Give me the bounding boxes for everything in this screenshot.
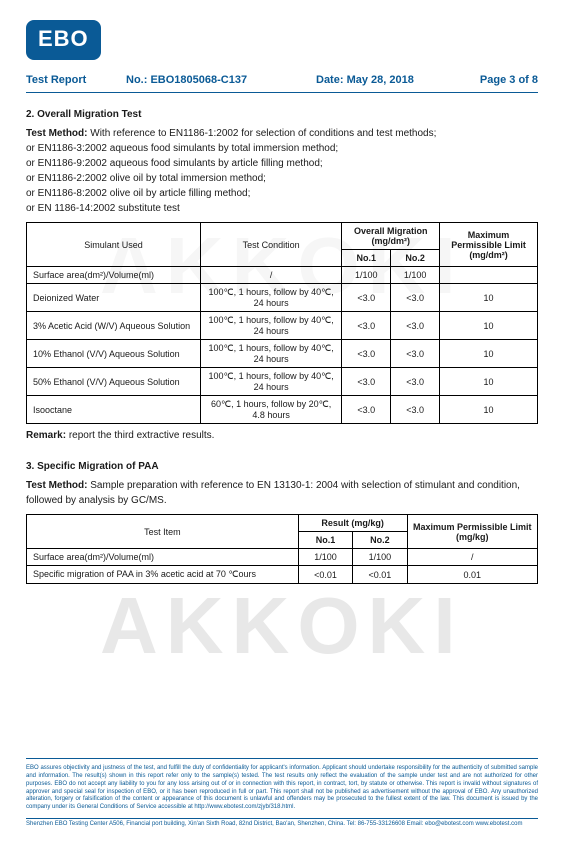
col-result: Result (mg/kg) <box>298 515 407 532</box>
header-date-value: May 28, 2018 <box>347 74 414 86</box>
table-row: Deionized Water 100℃, 1 hours, follow by… <box>27 284 538 312</box>
cell: 1/100 <box>353 549 407 566</box>
remark-label: Remark: <box>26 430 66 441</box>
table-row: Isooctane 60℃, 1 hours, follow by 20℃, 4… <box>27 396 538 424</box>
cell: 10 <box>440 284 538 312</box>
migration-table: Simulant Used Test Condition Overall Mig… <box>26 222 538 424</box>
cell: <3.0 <box>391 368 440 396</box>
cell: <0.01 <box>353 566 407 584</box>
cell: Surface area(dm²)/Volume(ml) <box>27 549 299 566</box>
method-text: With reference to EN1186-1:2002 for sele… <box>90 128 436 139</box>
footer-address: Shenzhen EBO Testing Center A506, Financ… <box>26 818 538 827</box>
cell: Deionized Water <box>27 284 201 312</box>
cell: 1/100 <box>298 549 352 566</box>
header-date-label: Date: <box>316 74 344 86</box>
cell: <3.0 <box>342 312 391 340</box>
cell: <3.0 <box>342 284 391 312</box>
cell: <3.0 <box>342 340 391 368</box>
header-page: Page 3 of 8 <box>466 74 538 86</box>
cell: 100℃, 1 hours, follow by 40℃, 24 hours <box>200 312 341 340</box>
cell: 100℃, 1 hours, follow by 40℃, 24 hours <box>200 340 341 368</box>
header-number: No.: EBO1805068-C137 <box>126 74 316 86</box>
cell: Isooctane <box>27 396 201 424</box>
cell: Specific migration of PAA in 3% acetic a… <box>27 566 299 584</box>
table-row: Surface area(dm²)/Volume(ml) / 1/100 1/1… <box>27 267 538 284</box>
disclaimer: EBO assures objectivity and justness of … <box>26 758 538 812</box>
col-simulant: Simulant Used <box>27 223 201 267</box>
cell: 10 <box>440 312 538 340</box>
section2-method: Test Method: With reference to EN1186-1:… <box>26 126 538 141</box>
cell: 3% Acetic Acid (W/V) Aqueous Solution <box>27 312 201 340</box>
cell: <3.0 <box>391 312 440 340</box>
col-migration: Overall Migration (mg/dm²) <box>342 223 440 250</box>
paa-table: Test Item Result (mg/kg) Maximum Permiss… <box>26 514 538 584</box>
cell: 1/100 <box>342 267 391 284</box>
cell: 1/100 <box>391 267 440 284</box>
header-no-value: EBO1805068-C137 <box>150 74 247 86</box>
section3-method: Test Method: Sample preparation with ref… <box>26 478 538 508</box>
method-line-4: or EN 1186-14:2002 substitute test <box>26 201 538 216</box>
report-header: Test Report No.: EBO1805068-C137 Date: M… <box>26 74 538 93</box>
col-limit: Maximum Permissible Limit (mg/kg) <box>407 515 537 549</box>
cell: 60℃, 1 hours, follow by 20℃, 4.8 hours <box>200 396 341 424</box>
cell <box>440 267 538 284</box>
section2-title: 2. Overall Migration Test <box>26 109 538 120</box>
col-no2: No.2 <box>391 250 440 267</box>
cell: <0.01 <box>298 566 352 584</box>
cell: 10% Ethanol (V/V) Aqueous Solution <box>27 340 201 368</box>
table-row: Surface area(dm²)/Volume(ml) 1/100 1/100… <box>27 549 538 566</box>
col-limit: Maximum Permissible Limit (mg/dm²) <box>440 223 538 267</box>
cell: 50% Ethanol (V/V) Aqueous Solution <box>27 368 201 396</box>
cell: 0.01 <box>407 566 537 584</box>
col-no1: No.1 <box>342 250 391 267</box>
method-line-2: or EN1186-2:2002 olive oil by total imme… <box>26 171 538 186</box>
cell: <3.0 <box>391 284 440 312</box>
cell: <3.0 <box>391 340 440 368</box>
header-page-label: Page <box>480 74 506 86</box>
col-no2: No.2 <box>353 532 407 549</box>
header-title: Test Report <box>26 74 126 86</box>
header-date: Date: May 28, 2018 <box>316 74 466 86</box>
method-label: Test Method: <box>26 128 87 139</box>
header-no-label: No.: <box>126 74 147 86</box>
method-line-0: or EN1186-3:2002 aqueous food simulants … <box>26 141 538 156</box>
table-row: 50% Ethanol (V/V) Aqueous Solution 100℃,… <box>27 368 538 396</box>
cell: <3.0 <box>342 368 391 396</box>
cell: <3.0 <box>342 396 391 424</box>
cell: 10 <box>440 396 538 424</box>
table-row: 10% Ethanol (V/V) Aqueous Solution 100℃,… <box>27 340 538 368</box>
cell: 10 <box>440 368 538 396</box>
section2-remark: Remark: report the third extractive resu… <box>26 430 538 441</box>
remark-text: report the third extractive results. <box>69 430 215 441</box>
cell: / <box>200 267 341 284</box>
method-line-1: or EN1186-9:2002 aqueous food simulants … <box>26 156 538 171</box>
cell: Surface area(dm²)/Volume(ml) <box>27 267 201 284</box>
table-row: Specific migration of PAA in 3% acetic a… <box>27 566 538 584</box>
col-item: Test Item <box>27 515 299 549</box>
cell: / <box>407 549 537 566</box>
cell: 100℃, 1 hours, follow by 40℃, 24 hours <box>200 284 341 312</box>
logo: EBO <box>26 20 101 60</box>
method-line-3: or EN1186-8:2002 olive oil by article fi… <box>26 186 538 201</box>
table-row: Simulant Used Test Condition Overall Mig… <box>27 223 538 250</box>
col-condition: Test Condition <box>200 223 341 267</box>
col-no1: No.1 <box>298 532 352 549</box>
section3-title: 3. Specific Migration of PAA <box>26 461 538 472</box>
table-row: Test Item Result (mg/kg) Maximum Permiss… <box>27 515 538 532</box>
watermark-2: AKKOKI <box>100 580 464 672</box>
cell: <3.0 <box>391 396 440 424</box>
method-label: Test Method: <box>26 480 87 491</box>
footer: EBO assures objectivity and justness of … <box>26 758 538 827</box>
method-text: Sample preparation with reference to EN … <box>26 480 520 506</box>
cell: 100℃, 1 hours, follow by 40℃, 24 hours <box>200 368 341 396</box>
cell: 10 <box>440 340 538 368</box>
header-page-value: 3 of 8 <box>509 74 538 86</box>
table-row: 3% Acetic Acid (W/V) Aqueous Solution 10… <box>27 312 538 340</box>
